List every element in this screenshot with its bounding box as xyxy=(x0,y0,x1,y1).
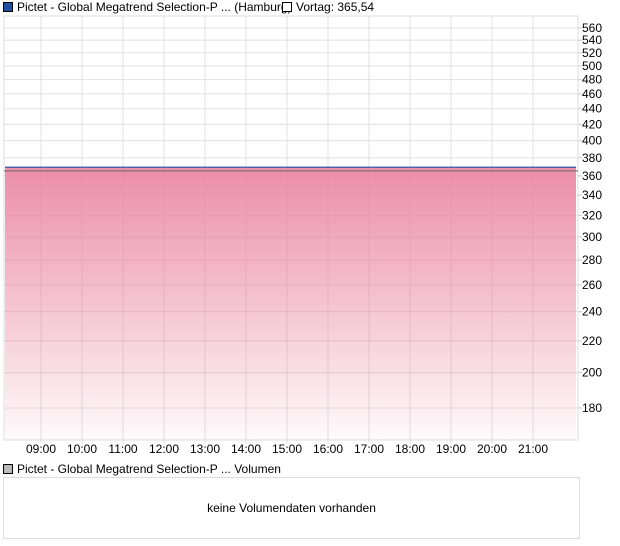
y-tick-label: 420 xyxy=(582,117,602,131)
y-tick-label: 440 xyxy=(582,102,602,116)
legend-previous-label: Vortag: 365,54 xyxy=(296,0,375,14)
x-tick-label: 21:00 xyxy=(518,442,548,456)
y-tick-label: 360 xyxy=(582,169,602,183)
legend-main: Pictet - Global Megatrend Selection-P ..… xyxy=(3,0,292,14)
legend-main-label: Pictet - Global Megatrend Selection-P ..… xyxy=(17,0,292,14)
x-tick-label: 19:00 xyxy=(436,442,466,456)
volume-panel: keine Volumendaten vorhanden xyxy=(3,477,580,539)
x-tick-label: 15:00 xyxy=(272,442,302,456)
y-tick-label: 340 xyxy=(582,188,602,202)
volume-swatch-icon xyxy=(3,464,13,474)
y-tick-label: 260 xyxy=(582,278,602,292)
x-tick-label: 12:00 xyxy=(149,442,179,456)
series-swatch-icon xyxy=(3,2,13,12)
y-tick-label: 520 xyxy=(582,46,602,60)
x-tick-label: 10:00 xyxy=(67,442,97,456)
y-tick-label: 540 xyxy=(582,33,602,47)
y-tick-label: 220 xyxy=(582,334,602,348)
y-tick-label: 380 xyxy=(582,151,602,165)
legend-volume: Pictet - Global Megatrend Selection-P ..… xyxy=(3,462,281,476)
y-tick-label: 560 xyxy=(582,21,602,35)
y-tick-label: 240 xyxy=(582,305,602,319)
y-tick-label: 500 xyxy=(582,59,602,73)
y-tick-label: 480 xyxy=(582,73,602,87)
x-tick-label: 16:00 xyxy=(313,442,343,456)
x-tick-label: 14:00 xyxy=(231,442,261,456)
legend-previous: Vortag: 365,54 xyxy=(282,0,374,14)
x-tick-label: 13:00 xyxy=(190,442,220,456)
y-tick-label: 400 xyxy=(582,134,602,148)
y-tick-label: 200 xyxy=(582,366,602,380)
y-tick-label: 280 xyxy=(582,253,602,267)
y-tick-label: 300 xyxy=(582,230,602,244)
x-tick-label: 17:00 xyxy=(354,442,384,456)
y-tick-label: 180 xyxy=(582,401,602,415)
x-tick-label: 11:00 xyxy=(108,442,137,456)
legend-volume-label: Pictet - Global Megatrend Selection-P ..… xyxy=(17,462,281,476)
volume-empty-text: keine Volumendaten vorhanden xyxy=(207,501,376,515)
x-tick-label: 18:00 xyxy=(395,442,425,456)
x-tick-label: 20:00 xyxy=(477,442,507,456)
y-tick-label: 460 xyxy=(582,87,602,101)
price-area xyxy=(5,167,576,440)
x-tick-label: 09:00 xyxy=(26,442,56,456)
y-tick-label: 320 xyxy=(582,208,602,222)
previous-swatch-icon xyxy=(282,2,292,12)
